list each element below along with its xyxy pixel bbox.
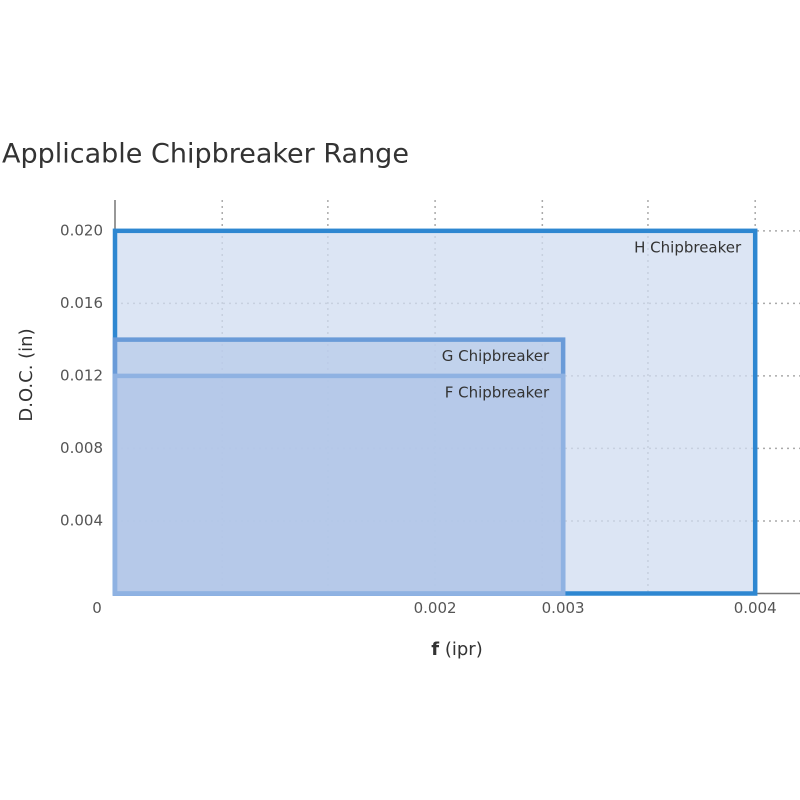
- x-label-symbol: f: [431, 639, 439, 660]
- x-tick-label: 0.002: [414, 599, 457, 617]
- chart-title: Applicable Chipbreaker Range: [2, 139, 409, 170]
- range-box: [112, 373, 566, 596]
- y-tick-label: 0.004: [60, 511, 103, 529]
- range-label: F Chipbreaker: [445, 383, 550, 401]
- x-tick-label: 0: [92, 599, 102, 617]
- x-tick-label: 0.003: [542, 599, 585, 617]
- range-label: H Chipbreaker: [634, 238, 742, 256]
- y-tick-label: 0.008: [60, 439, 103, 457]
- y-axis-label: D.O.C. (in): [16, 328, 37, 421]
- range-label: G Chipbreaker: [442, 347, 550, 365]
- x-tick-label: 0.004: [734, 599, 777, 617]
- y-tick-label: 0.012: [60, 366, 103, 384]
- x-axis-label: f (ipr): [431, 639, 482, 660]
- y-tick-label: 0.020: [60, 221, 103, 239]
- x-label-unit: (ipr): [445, 639, 483, 660]
- y-tick-label: 0.016: [60, 294, 103, 312]
